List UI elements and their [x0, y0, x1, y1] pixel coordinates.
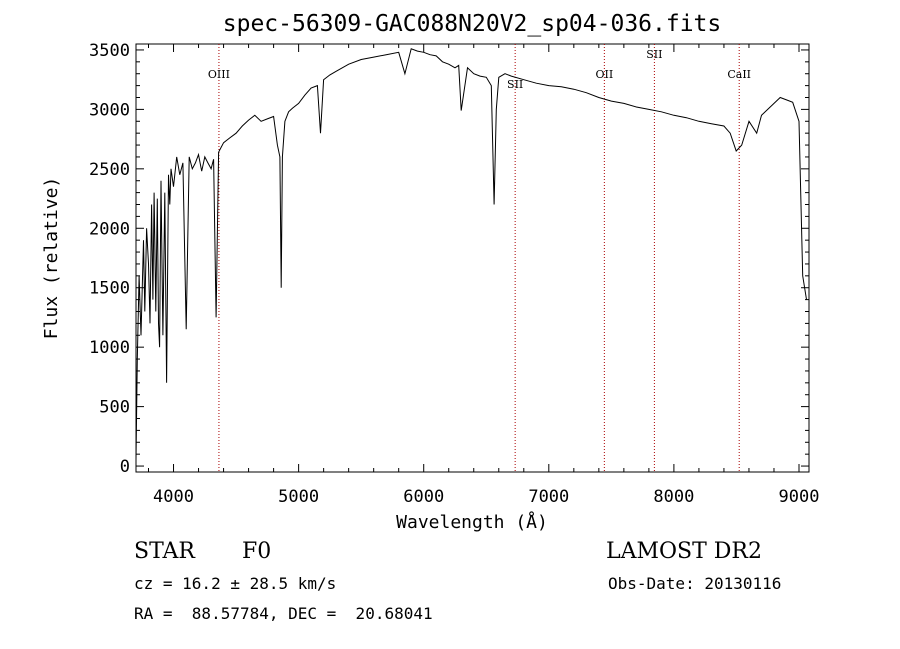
y-tick-label: 1000: [89, 338, 130, 358]
x-axis-label: Wavelength (Å): [396, 511, 548, 533]
x-tick-label: 9000: [779, 487, 820, 507]
x-axis-ticks: 4000 5000 6000 7000 8000 9000: [148, 44, 820, 507]
survey-name: LAMOST DR2: [606, 539, 762, 564]
y-tick-label: 2000: [89, 219, 130, 239]
line-marker-label: OIII: [208, 68, 230, 81]
y-tick-label: 3000: [89, 100, 130, 120]
emission-line-markers: OIII SII OII SII CaII: [208, 44, 751, 472]
plot-frame: [135, 43, 810, 473]
y-tick-label: 0: [120, 457, 130, 477]
y-tick-label: 1500: [89, 279, 130, 299]
coordinates: RA = 88.57784, DEC = 20.68041: [134, 604, 433, 623]
y-axis-label: Flux (relative): [41, 177, 62, 340]
object-class: STAR: [134, 539, 195, 564]
x-tick-label: 6000: [403, 487, 444, 507]
line-marker-label: OII: [595, 68, 613, 81]
x-tick-label: 5000: [278, 487, 319, 507]
y-tick-label: 2500: [89, 160, 130, 180]
line-marker-label: CaII: [727, 68, 751, 81]
chart-title: spec-56309-GAC088N20V2_sp04-036.fits: [223, 11, 722, 37]
object-subclass: F0: [242, 539, 272, 564]
y-tick-label: 3500: [89, 41, 130, 61]
observation-date: Obs-Date: 20130116: [608, 574, 782, 593]
redshift-cz: cz = 16.2 ± 28.5 km/s: [134, 574, 337, 593]
y-axis-ticks: 0 500 1000 1500 2000 2500 3000 3500: [89, 41, 809, 477]
y-tick-label: 500: [99, 398, 130, 418]
x-tick-label: 8000: [653, 487, 694, 507]
line-marker-label: SII: [646, 48, 662, 61]
x-tick-label: 7000: [528, 487, 569, 507]
x-tick-label: 4000: [153, 487, 194, 507]
spectrum-series-line: [135, 48, 807, 461]
line-marker-label: SII: [507, 78, 523, 91]
